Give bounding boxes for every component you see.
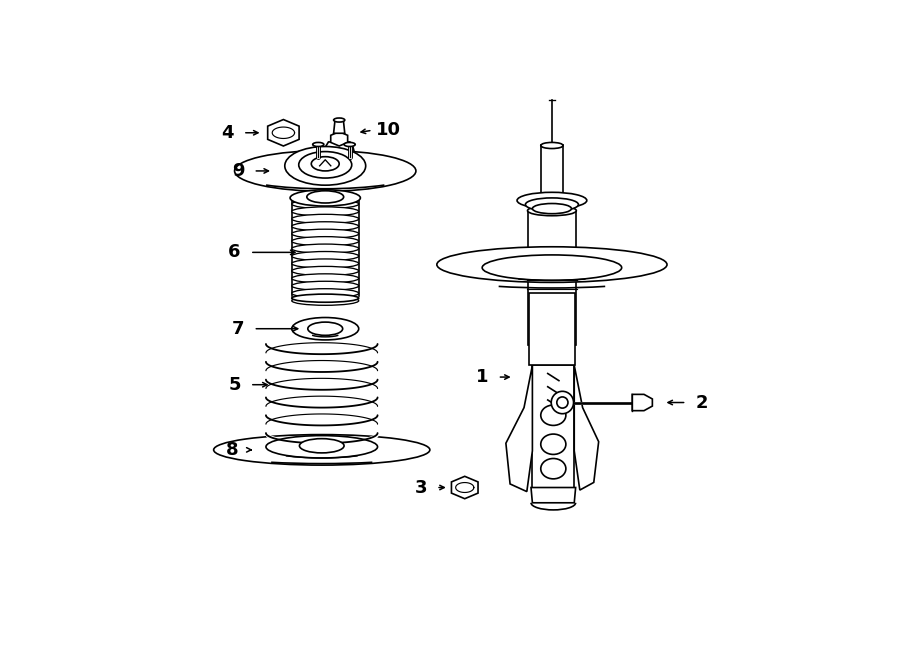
Ellipse shape	[292, 207, 359, 216]
Ellipse shape	[526, 198, 579, 211]
Ellipse shape	[334, 118, 345, 122]
Ellipse shape	[290, 190, 360, 206]
Ellipse shape	[292, 237, 359, 246]
Polygon shape	[529, 293, 575, 366]
Text: 10: 10	[375, 121, 401, 139]
Ellipse shape	[235, 151, 416, 191]
Ellipse shape	[541, 198, 563, 204]
Polygon shape	[324, 142, 355, 153]
Polygon shape	[533, 366, 574, 488]
Ellipse shape	[292, 289, 359, 298]
Text: 5: 5	[229, 375, 241, 394]
Ellipse shape	[307, 191, 344, 203]
Ellipse shape	[541, 405, 566, 426]
Polygon shape	[334, 120, 345, 134]
Ellipse shape	[344, 142, 356, 147]
Ellipse shape	[292, 229, 359, 239]
Ellipse shape	[312, 142, 324, 147]
Text: 8: 8	[226, 441, 239, 459]
Ellipse shape	[436, 247, 667, 282]
Ellipse shape	[557, 397, 568, 408]
Ellipse shape	[213, 434, 430, 465]
Ellipse shape	[266, 436, 378, 458]
Ellipse shape	[311, 157, 339, 171]
Ellipse shape	[551, 391, 573, 414]
Polygon shape	[574, 366, 599, 490]
Text: 4: 4	[221, 124, 234, 141]
Ellipse shape	[308, 322, 343, 335]
Text: 9: 9	[232, 162, 244, 180]
Ellipse shape	[299, 151, 352, 178]
Polygon shape	[506, 366, 533, 492]
Polygon shape	[632, 395, 652, 410]
Ellipse shape	[292, 251, 359, 260]
Text: 6: 6	[229, 243, 241, 261]
Ellipse shape	[541, 434, 566, 454]
Ellipse shape	[292, 296, 359, 305]
Ellipse shape	[541, 142, 563, 149]
Ellipse shape	[284, 147, 365, 185]
Polygon shape	[531, 488, 576, 503]
Ellipse shape	[482, 255, 622, 280]
Ellipse shape	[527, 206, 576, 215]
Ellipse shape	[533, 204, 572, 214]
Polygon shape	[330, 132, 347, 146]
Ellipse shape	[292, 200, 359, 209]
Polygon shape	[452, 477, 478, 498]
Text: 2: 2	[696, 393, 708, 412]
Ellipse shape	[292, 244, 359, 253]
Ellipse shape	[292, 274, 359, 283]
Ellipse shape	[292, 282, 359, 290]
Ellipse shape	[292, 317, 359, 340]
Ellipse shape	[292, 221, 359, 231]
Ellipse shape	[541, 459, 566, 479]
Ellipse shape	[292, 214, 359, 223]
Text: 3: 3	[415, 479, 427, 496]
Text: 1: 1	[476, 368, 489, 386]
Ellipse shape	[292, 294, 359, 302]
Ellipse shape	[292, 259, 359, 268]
Polygon shape	[267, 120, 299, 146]
Polygon shape	[527, 211, 576, 345]
Polygon shape	[541, 145, 563, 200]
Ellipse shape	[292, 266, 359, 276]
Ellipse shape	[300, 439, 344, 453]
Ellipse shape	[517, 192, 587, 209]
Text: 7: 7	[232, 320, 244, 338]
